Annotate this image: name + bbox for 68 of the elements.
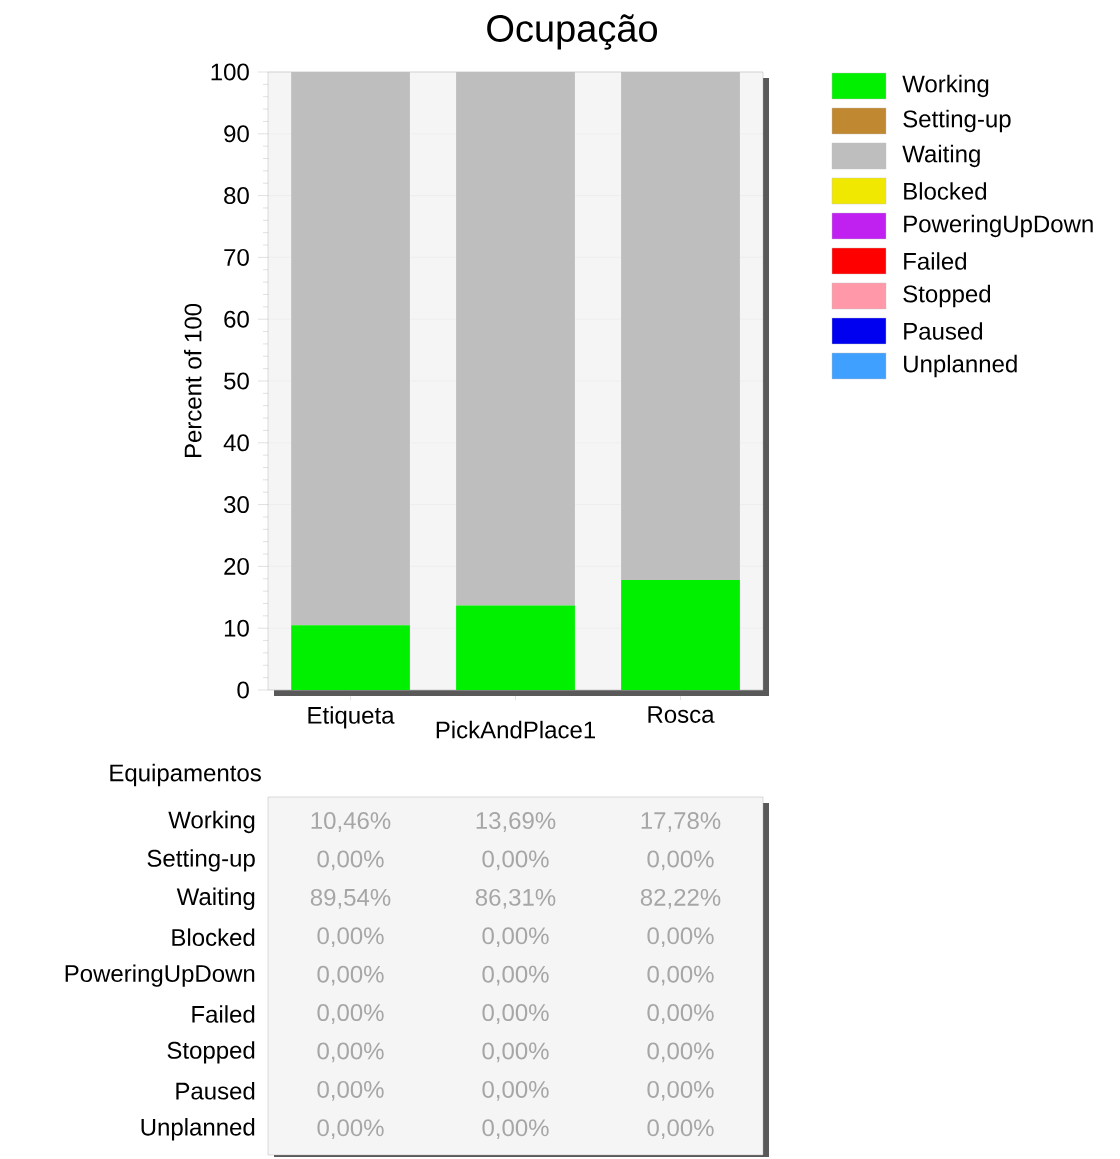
data-label: 0,00% — [317, 927, 384, 948]
data-label: 0,00% — [482, 1042, 549, 1063]
data-label: 0,00% — [647, 965, 714, 986]
y-tick-label: 70 — [224, 248, 249, 266]
legend-label: PoweringUpDown — [904, 214, 1093, 238]
bar — [621, 580, 740, 690]
y-tick-label: 10 — [224, 619, 249, 637]
text: Waiting — [176, 887, 255, 910]
text: Stopped — [167, 1041, 255, 1064]
data-label: 0,00% — [317, 1042, 384, 1063]
y-axis-title: Percent of 100 — [183, 303, 202, 458]
data-label: 0,00% — [317, 1119, 384, 1140]
bar — [291, 625, 410, 690]
legend-label: Setting-up — [903, 109, 1011, 133]
text: PoweringUpDown — [65, 964, 255, 987]
data-label: 89,54% — [310, 888, 391, 909]
legend-label: Failed — [904, 252, 967, 270]
data-label: 82,22% — [640, 888, 721, 909]
text: Setting-up — [147, 849, 255, 872]
bar — [456, 71, 575, 606]
legend-label: Working — [902, 74, 989, 98]
data-label: 0,00% — [317, 1004, 384, 1024]
y-tick-label: 80 — [224, 187, 249, 205]
y-tick-label: 100 — [211, 63, 249, 81]
legend-label: Unplanned — [904, 354, 1017, 378]
data-label: 0,00% — [647, 1119, 714, 1140]
y-tick-label: 30 — [224, 496, 249, 514]
y-tick-label: 90 — [224, 125, 249, 143]
data-label: 10,46% — [311, 812, 391, 832]
bar — [291, 71, 410, 626]
x-axis-title: Equipamentos — [110, 763, 261, 787]
data-label: 13,69% — [476, 812, 556, 832]
data-label: 0,00% — [482, 1119, 549, 1140]
text: Working — [168, 810, 255, 834]
y-tick-label: 40 — [223, 434, 249, 452]
text: Paused — [176, 1081, 255, 1100]
y-tick-label: 20 — [224, 557, 249, 575]
y-tick-label: 50 — [224, 372, 249, 390]
data-label: 0,00% — [647, 1080, 714, 1101]
data-label: 0,00% — [482, 927, 549, 948]
data-label: 0,00% — [482, 850, 549, 871]
chart-title: Ocupação — [487, 14, 658, 50]
data-label: 17,78% — [641, 812, 721, 832]
y-tick-label: 0 — [237, 681, 249, 699]
data-label: 0,00% — [482, 965, 549, 986]
data-label: 86,31% — [475, 888, 556, 909]
bar — [456, 605, 575, 690]
x-tick-label: PickAndPlace1 — [436, 720, 596, 739]
data-label: 0,00% — [647, 1042, 714, 1063]
data-label: 0,00% — [317, 965, 384, 986]
bar — [621, 71, 740, 581]
data-label: 0,00% — [317, 850, 384, 871]
y-tick-label: 60 — [224, 310, 249, 328]
data-label: 0,00% — [647, 850, 714, 871]
data-label: 0,00% — [482, 1080, 549, 1101]
x-tick-label: Rosca — [648, 706, 715, 723]
data-label: 0,00% — [647, 927, 714, 948]
text: Failed — [192, 1005, 255, 1023]
text: Blocked — [172, 928, 255, 947]
text: Unplanned — [141, 1118, 255, 1141]
legend-label: Stopped — [903, 284, 991, 308]
data-label: 0,00% — [482, 1004, 549, 1024]
data-label: 0,00% — [647, 1004, 714, 1024]
data-label: 0,00% — [317, 1080, 384, 1101]
legend-label: Paused — [904, 322, 983, 340]
legend-label: Blocked — [904, 182, 987, 200]
x-tick-label: Etiqueta — [308, 706, 395, 729]
legend-label: Waiting — [902, 144, 980, 168]
